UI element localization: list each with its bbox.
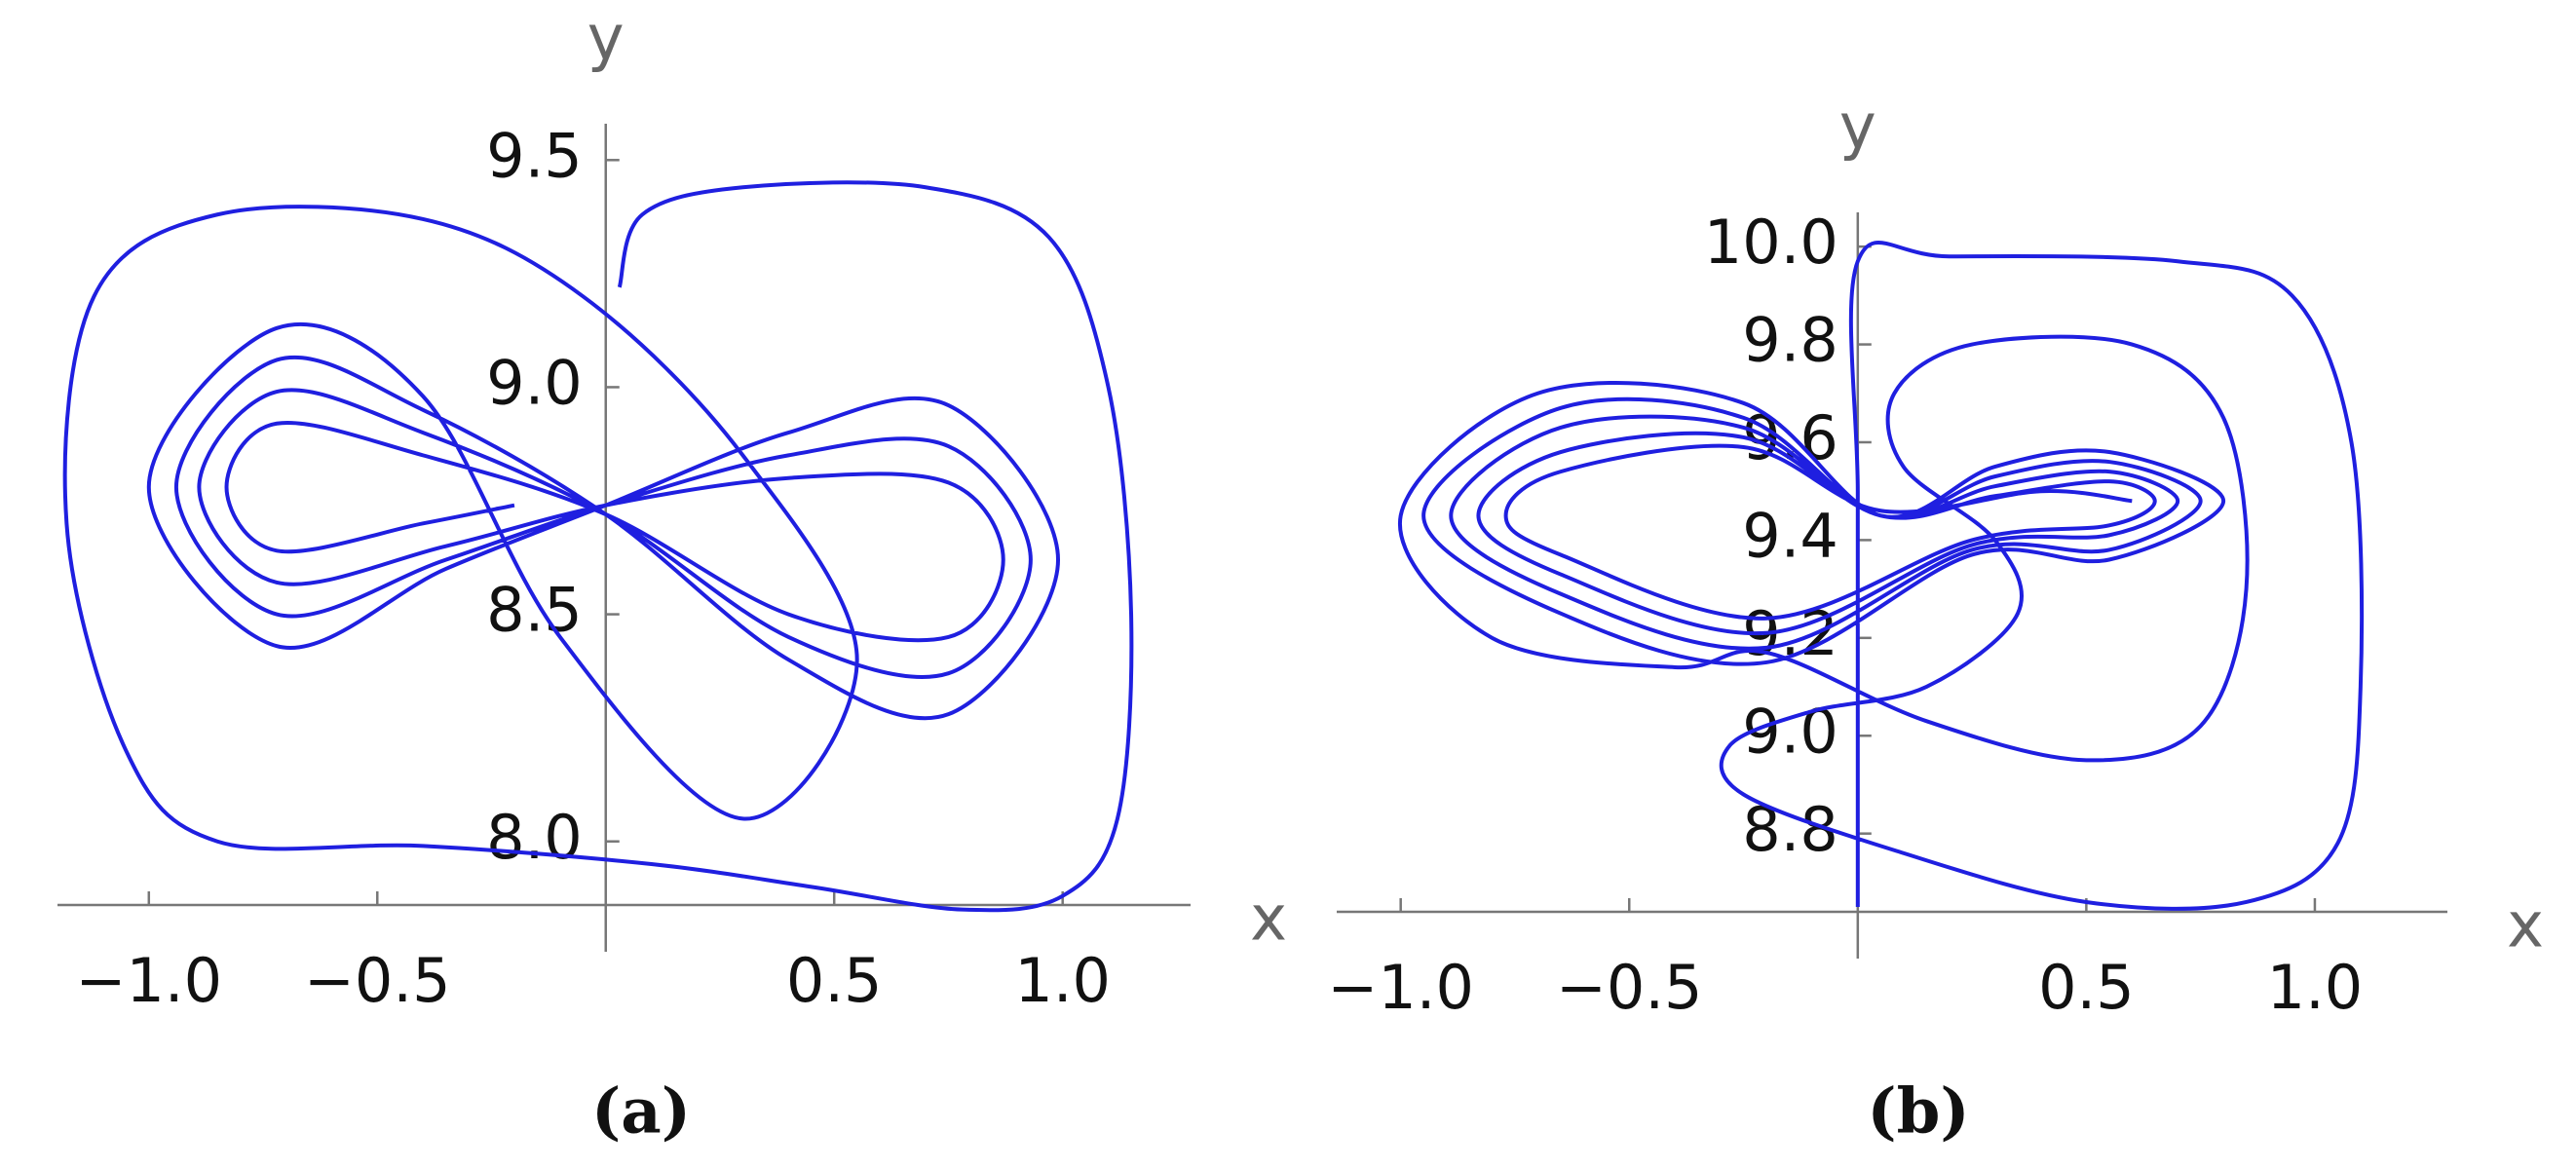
x-tick-label: −0.5: [304, 945, 451, 1016]
x-tick-label: 1.0: [1014, 945, 1111, 1016]
trajectory: [1397, 241, 2365, 911]
x-axis-label: x: [2507, 890, 2544, 962]
y-tick-label: 9.6: [1742, 402, 1838, 473]
y-tick-label: 8.8: [1742, 794, 1838, 865]
y-tick-label: 10.0: [1704, 207, 1838, 278]
x-tick-label: 1.0: [2267, 952, 2364, 1023]
x-tick-label: −0.5: [1556, 952, 1703, 1023]
trajectory: [62, 180, 1134, 913]
y-tick-label: 8.0: [486, 802, 583, 873]
x-tick-label: −1.0: [76, 945, 223, 1016]
y-tick-label: 9.4: [1742, 500, 1838, 571]
y-tick-label: 9.5: [486, 120, 583, 191]
x-tick-label: −1.0: [1327, 952, 1474, 1023]
y-tick-label: 9.8: [1742, 305, 1838, 376]
y-tick-label: 8.5: [486, 575, 583, 646]
caption: (b): [1867, 1075, 1969, 1149]
x-axis-label: x: [1250, 884, 1287, 956]
x-tick-label: 0.5: [786, 945, 883, 1016]
caption: (a): [591, 1075, 691, 1149]
y-tick-label: 9.0: [486, 348, 583, 419]
y-axis-label: y: [1839, 92, 1876, 164]
y-axis-label: y: [587, 3, 625, 75]
x-tick-label: 0.5: [2038, 952, 2135, 1023]
